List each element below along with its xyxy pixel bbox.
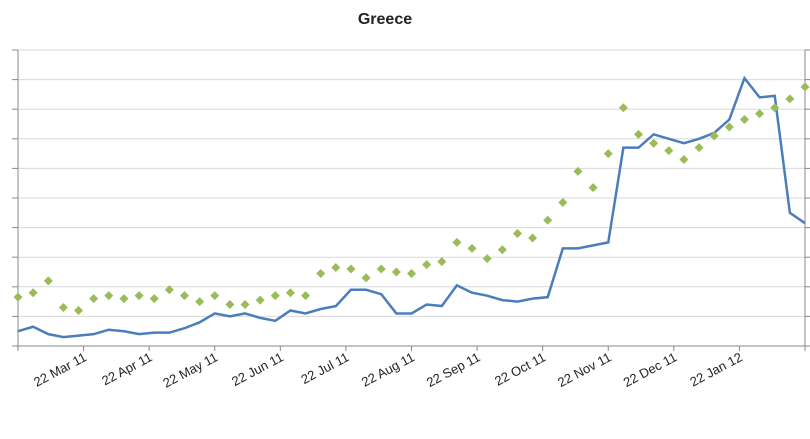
marker <box>210 291 220 301</box>
marker <box>467 243 477 253</box>
x-tick-label: 22 Nov 11 <box>555 349 614 390</box>
x-tick-label: 22 May 11 <box>160 349 220 390</box>
marker <box>43 276 53 286</box>
marker <box>618 103 628 113</box>
marker <box>346 264 356 274</box>
marker <box>800 82 810 92</box>
x-tick-label: 22 Dec 11 <box>621 349 680 390</box>
marker <box>482 254 492 264</box>
marker <box>649 138 659 148</box>
marker <box>119 294 129 304</box>
marker <box>407 268 416 278</box>
marker <box>724 122 734 132</box>
marker <box>588 183 598 193</box>
x-tick-label: 22 Aug 11 <box>359 349 417 389</box>
marker <box>543 215 553 225</box>
marker <box>331 263 341 273</box>
marker <box>528 233 538 243</box>
marker <box>58 303 68 313</box>
x-tick-label: 22 Sep 11 <box>424 349 483 390</box>
marker <box>301 291 311 301</box>
x-tick-label: 22 Oct 11 <box>492 349 548 388</box>
marker <box>452 237 462 247</box>
x-tick-label: 22 Apr 11 <box>99 349 154 388</box>
marker <box>179 291 189 301</box>
marker <box>225 300 235 310</box>
marker <box>149 294 159 304</box>
marker <box>512 229 522 239</box>
marker <box>89 294 99 304</box>
marker <box>195 297 205 307</box>
marker <box>376 264 386 274</box>
marker <box>240 300 250 310</box>
marker <box>255 295 265 305</box>
marker <box>709 131 719 141</box>
marker <box>316 268 326 278</box>
marker <box>422 260 432 270</box>
marker <box>785 94 795 104</box>
marker <box>573 166 583 176</box>
marker <box>558 197 568 207</box>
marker <box>664 146 674 156</box>
marker <box>634 129 644 139</box>
marker <box>285 288 295 298</box>
marker <box>603 149 613 159</box>
marker <box>679 155 689 165</box>
x-tick-label: 22 Jul 11 <box>299 349 352 387</box>
x-tick-label: 22 Mar 11 <box>31 349 89 389</box>
marker <box>770 103 780 113</box>
x-tick-label: 22 Jun 11 <box>229 349 286 389</box>
marker <box>361 273 371 283</box>
marker <box>134 291 144 301</box>
chart-title: Greece <box>358 11 412 28</box>
marker <box>391 267 401 277</box>
marker <box>164 285 174 295</box>
marker <box>755 109 765 119</box>
marker <box>694 143 704 153</box>
marker <box>13 292 23 302</box>
line <box>17 75 806 339</box>
marker <box>437 257 447 267</box>
marker <box>104 291 114 301</box>
marker <box>28 288 38 298</box>
marker <box>74 305 84 315</box>
marker <box>497 245 507 255</box>
x-tick-label: 22 Jan 12 <box>687 349 744 389</box>
marker <box>739 115 749 125</box>
marker <box>270 291 280 301</box>
